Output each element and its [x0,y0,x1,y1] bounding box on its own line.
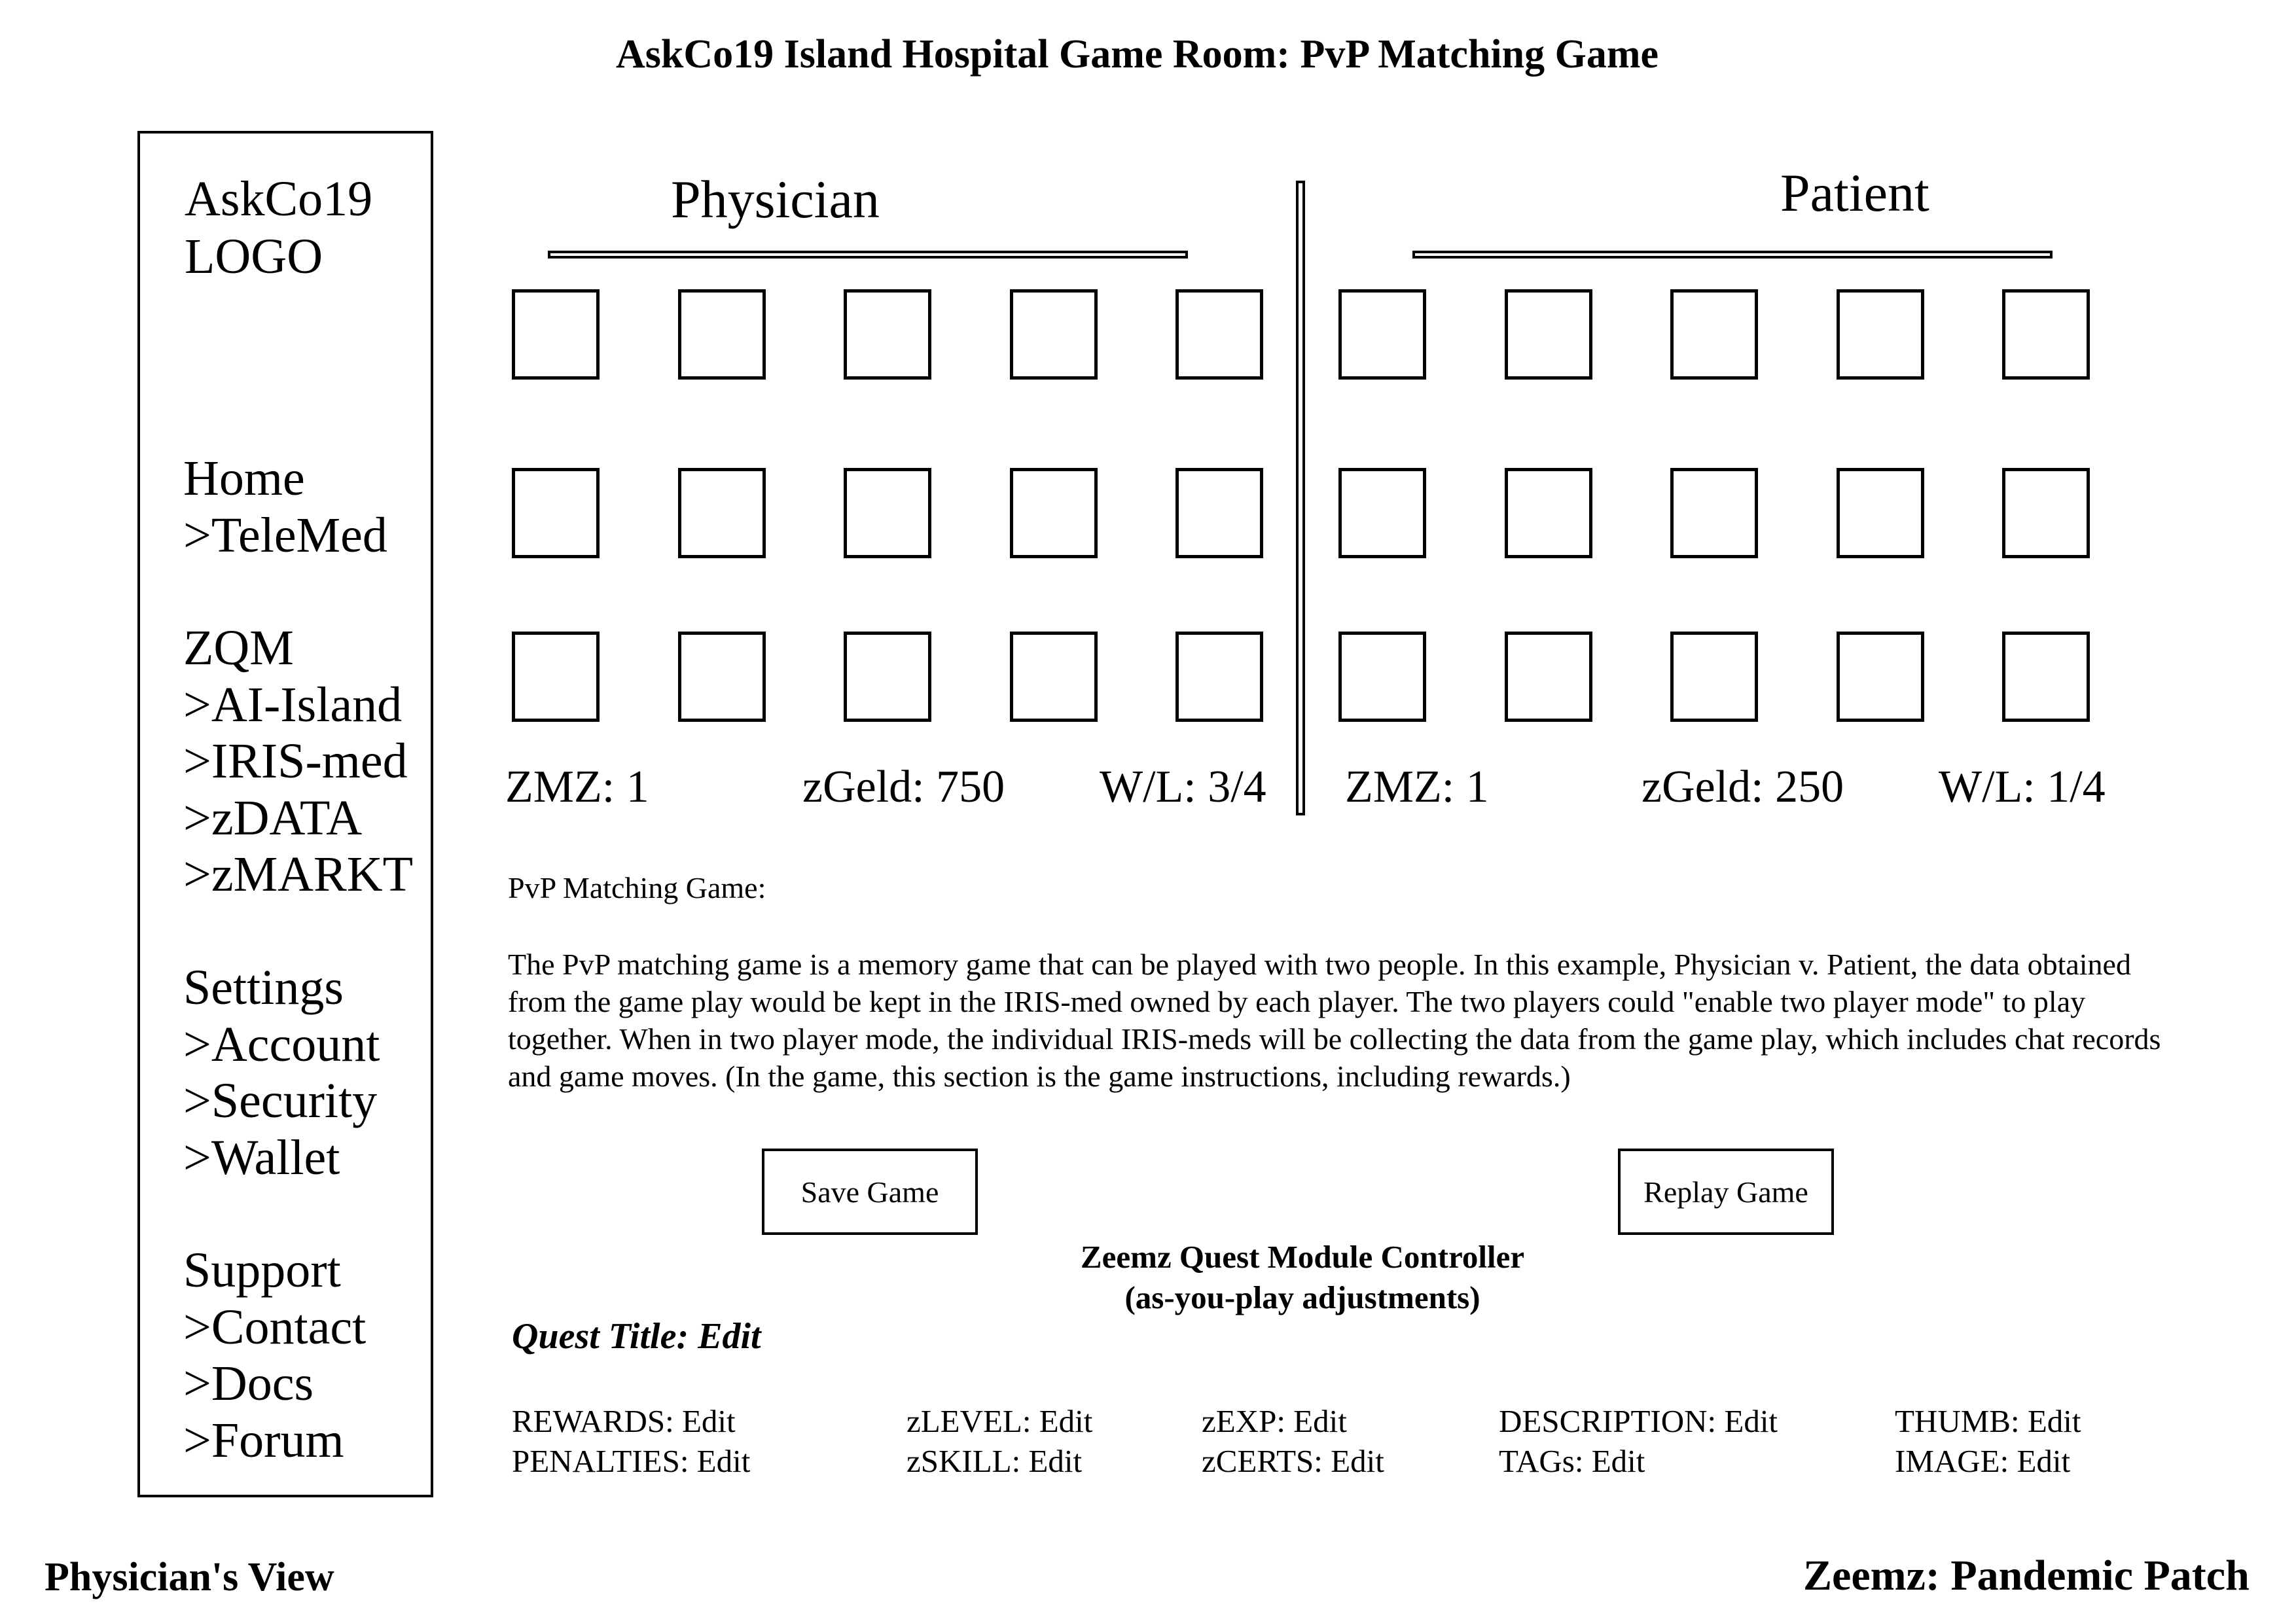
physician-card[interactable] [1175,289,1263,380]
description-edit[interactable]: DESCRIPTION: Edit [1499,1403,1778,1439]
quest-title-edit[interactable]: Quest Title: Edit [512,1316,761,1357]
nav-forum[interactable]: >Forum [183,1412,344,1468]
zcerts-edit[interactable]: zCERTS: Edit [1202,1443,1384,1479]
nav-group-home: Home >TeleMed [183,450,387,563]
zexp-edit[interactable]: zEXP: Edit [1202,1403,1347,1439]
nav-docs[interactable]: >Docs [183,1356,314,1411]
patient-card[interactable] [1836,468,1924,558]
page-title: AskCo19 Island Hospital Game Room: PvP M… [615,32,1659,77]
replay-game-button[interactable]: Replay Game [1618,1149,1834,1235]
patient-card[interactable] [1338,468,1426,558]
patient-card[interactable] [1670,468,1758,558]
quest-controller-title-line-1: Zeemz Quest Module Controller [1080,1239,1525,1275]
nav-contact[interactable]: >Contact [183,1299,367,1355]
logo[interactable]: AskCo19 LOGO [185,170,372,285]
nav-security[interactable]: >Security [183,1073,378,1128]
physician-card[interactable] [512,632,600,722]
physician-card[interactable] [677,632,766,722]
nav-iris-med[interactable]: >IRIS-med [183,734,408,789]
player-divider [1296,181,1305,815]
patient-card[interactable] [1504,468,1592,558]
app-edition-label: Zeemz: Pandemic Patch [1803,1552,2250,1599]
patient-card[interactable] [1338,632,1426,722]
nav-ai-island[interactable]: >AI-Island [183,677,403,732]
physician-card[interactable] [677,289,766,380]
physician-card[interactable] [677,468,766,558]
logo-line-2: LOGO [185,229,323,284]
zlevel-edit[interactable]: zLEVEL: Edit [906,1403,1093,1439]
quest-controller-title: Zeemz Quest Module Controller (as-you-pl… [969,1237,1636,1318]
nav-settings[interactable]: Settings [183,960,344,1015]
nav-support[interactable]: Support [183,1243,341,1298]
image-edit[interactable]: IMAGE: Edit [1895,1443,2071,1479]
logo-line-1: AskCo19 [185,171,373,226]
nav-telemed[interactable]: >TeleMed [183,507,387,563]
physician-card[interactable] [1009,289,1098,380]
physician-card[interactable] [844,289,931,380]
physician-bar [548,251,1188,259]
sidebar: AskCo19 LOGO Home >TeleMed ZQM >AI-Islan… [137,131,433,1497]
patient-card[interactable] [1504,632,1592,722]
patient-card[interactable] [2002,632,2090,722]
zskill-edit[interactable]: zSKILL: Edit [906,1443,1083,1479]
nav-group-zqm: ZQM >AI-Island >IRIS-med >zDATA >zMARKT [183,620,413,903]
rewards-edit[interactable]: REWARDS: Edit [512,1403,736,1439]
save-game-button[interactable]: Save Game [762,1149,978,1235]
patient-title: Patient [1780,163,1929,223]
patient-card[interactable] [1670,289,1758,380]
physician-card-grid [512,289,1263,722]
physician-zgeld: zGeld: 750 [802,762,1005,812]
penalties-edit[interactable]: PENALTIES: Edit [512,1443,751,1479]
patient-card[interactable] [1670,632,1758,722]
nav-account[interactable]: >Account [183,1016,380,1072]
nav-group-settings: Settings >Account >Security >Wallet [183,959,380,1186]
nav-zdata[interactable]: >zDATA [183,790,363,846]
patient-card-grid [1338,289,2090,722]
nav-home[interactable]: Home [183,451,305,506]
patient-card[interactable] [2002,289,2090,380]
physician-card[interactable] [1175,632,1263,722]
nav-wallet[interactable]: >Wallet [183,1130,340,1185]
patient-card[interactable] [1836,632,1924,722]
physician-zmz: ZMZ: 1 [505,762,649,812]
patient-card[interactable] [1504,289,1592,380]
view-label: Physician's View [45,1555,334,1599]
physician-win-loss: W/L: 3/4 [1100,762,1266,812]
nav-zqm[interactable]: ZQM [183,620,294,675]
physician-card[interactable] [1175,468,1263,558]
patient-card[interactable] [1338,289,1426,380]
patient-card[interactable] [2002,468,2090,558]
physician-title: Physician [671,169,880,229]
physician-card[interactable] [512,468,600,558]
patient-zmz: ZMZ: 1 [1345,762,1489,812]
tags-edit[interactable]: TAGs: Edit [1499,1443,1645,1479]
game-description-body: The PvP matching game is a memory game t… [508,948,2161,1093]
physician-card[interactable] [844,468,931,558]
patient-card[interactable] [1836,289,1924,380]
physician-card[interactable] [1009,632,1098,722]
thumb-edit[interactable]: THUMB: Edit [1895,1403,2081,1439]
patient-win-loss: W/L: 1/4 [1939,762,2106,812]
physician-card[interactable] [844,632,931,722]
quest-controller-title-line-2: (as-you-play adjustments) [1124,1279,1480,1315]
physician-card[interactable] [512,289,600,380]
nav-zmarkt[interactable]: >zMARKT [183,847,414,902]
game-description-heading: PvP Matching Game: [508,871,766,904]
patient-zgeld: zGeld: 250 [1641,762,1844,812]
nav-group-support: Support >Contact >Docs >Forum [183,1242,366,1469]
patient-bar [1412,251,2053,259]
physician-card[interactable] [1009,468,1098,558]
